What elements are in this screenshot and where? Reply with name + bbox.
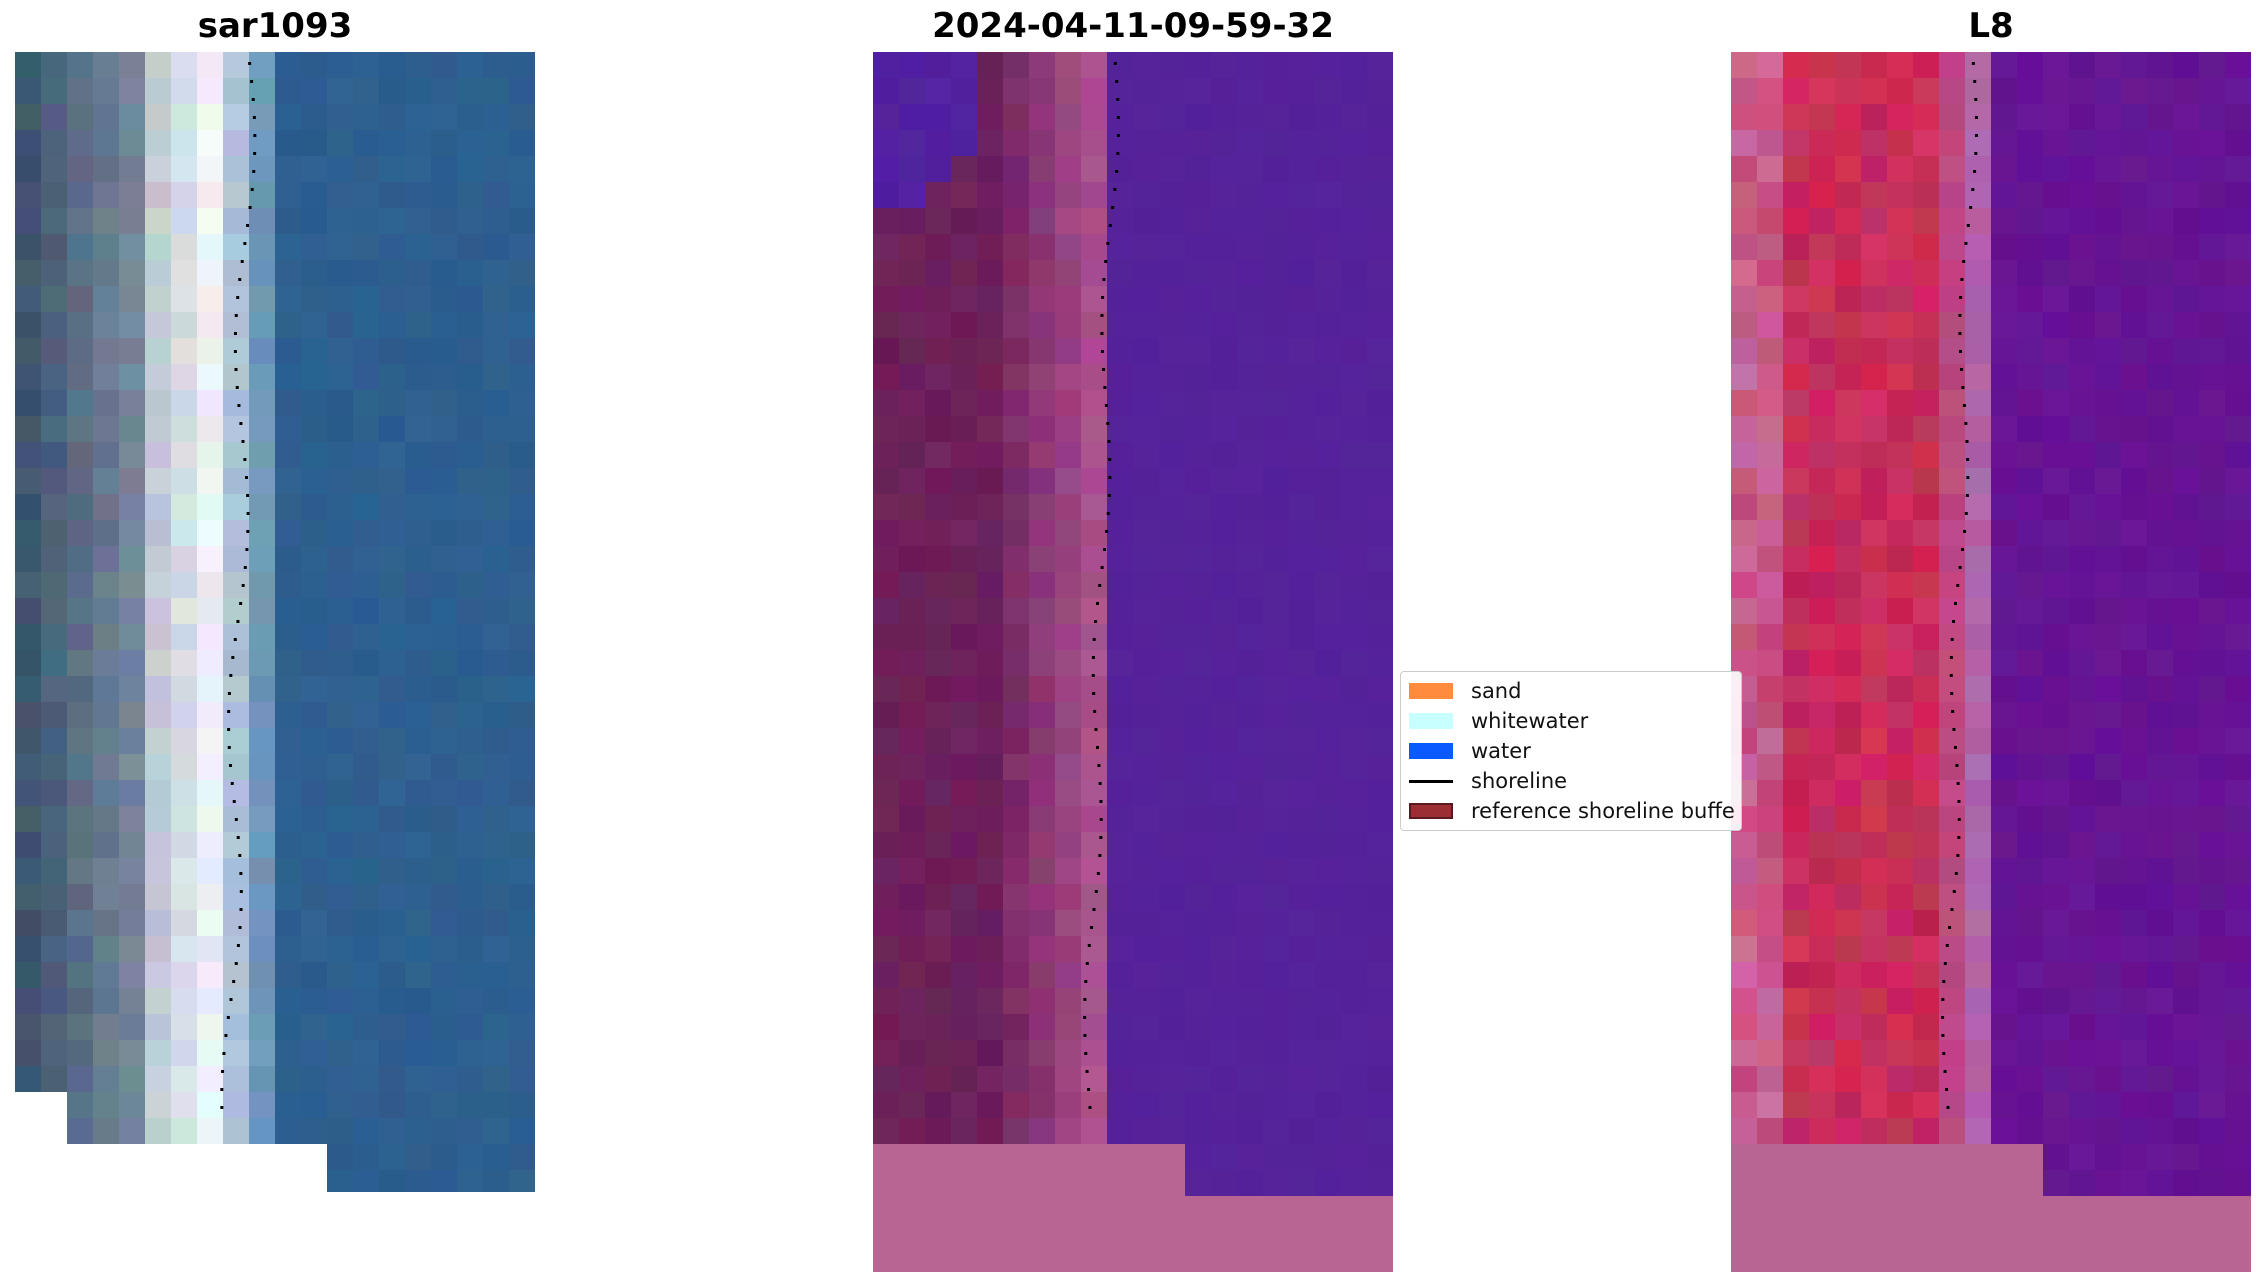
classified-image-panel [873,52,1393,1272]
legend-label: whitewater [1471,709,1589,733]
natural-color-image [15,52,535,1192]
panel-title-2: 2024-04-11-09-59-32 [932,6,1334,46]
whitewater-swatch [1409,713,1453,729]
legend: sand whitewater water shoreline referenc… [1400,671,1742,831]
legend-label: reference shoreline buffe [1471,799,1735,823]
panel-title-1: sar1093 [197,6,353,46]
legend-item-shoreline: shoreline [1409,768,1567,794]
shoreline-line [1409,779,1453,783]
classified-image [873,52,1393,1272]
legend-item-reference-buffer: reference shoreline buffe [1409,798,1735,824]
panel-title-3: L8 [1968,6,2014,46]
legend-label: shoreline [1471,769,1568,793]
sand-swatch [1409,683,1453,699]
legend-label: water [1471,739,1531,763]
legend-label: sand [1471,679,1522,703]
legend-item-sand: sand [1409,678,1521,704]
natural-color-image-panel [15,52,535,1192]
legend-item-whitewater: whitewater [1409,708,1588,734]
legend-item-water: water [1409,738,1531,764]
false-color-image-panel [1731,52,2251,1272]
false-color-image [1731,52,2251,1272]
water-swatch [1409,743,1453,759]
buffer-swatch [1409,803,1453,819]
